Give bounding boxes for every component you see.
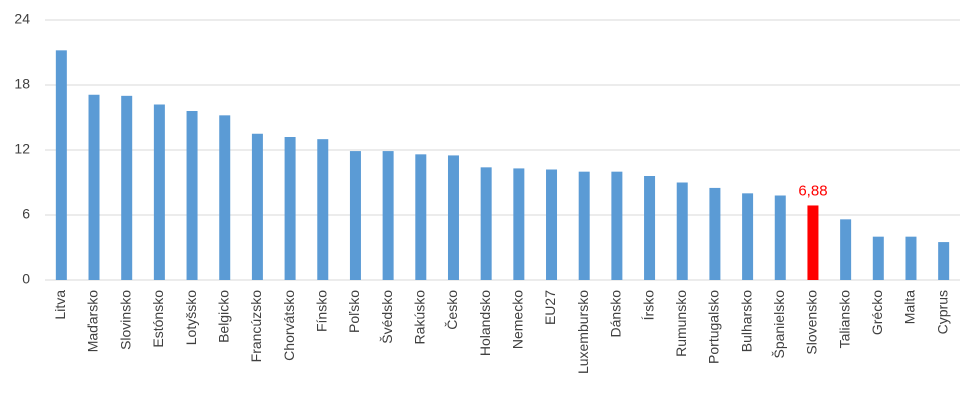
x-tick-label: Poľsko: [346, 290, 362, 333]
x-tick-label: Maďarsko: [85, 290, 101, 353]
y-tick-label: 24: [14, 11, 30, 27]
x-tick-label: Holandsko: [477, 290, 493, 356]
x-tick-label: Bulharsko: [738, 290, 754, 352]
x-tick-label: EU27: [542, 290, 558, 325]
bar: [905, 236, 917, 280]
bar: [349, 151, 361, 280]
x-tick-label: Grécko: [869, 290, 885, 335]
bar: [938, 242, 950, 280]
x-tick-label: Rumunsko: [673, 290, 689, 357]
bar: [88, 94, 100, 280]
x-tick-label: Nemecko: [510, 290, 526, 349]
bar: [742, 193, 754, 280]
bar: [219, 115, 231, 280]
bar: [546, 169, 558, 280]
bar: [676, 182, 688, 280]
x-tick-label: Cyprus: [934, 290, 950, 334]
x-tick-label: Španielsko: [771, 290, 787, 359]
bar: [840, 219, 852, 280]
x-tick-label: Slovinsko: [117, 290, 133, 350]
y-tick-label: 18: [14, 76, 30, 92]
x-tick-label: Rakúsko: [412, 290, 428, 345]
y-tick-label: 0: [22, 271, 30, 287]
x-tick-label: Malta: [902, 290, 918, 324]
bar: [709, 187, 721, 280]
bar: [153, 104, 165, 280]
bar: [284, 137, 296, 280]
x-tick-label: Chorvátsko: [281, 290, 297, 361]
bar: [480, 167, 492, 280]
x-tick-label: Lotyšsko: [183, 290, 199, 345]
bar: [807, 205, 819, 280]
bar: [186, 111, 198, 280]
bar: [121, 95, 133, 280]
bar: [578, 171, 590, 280]
x-tick-label: Česko: [444, 290, 460, 330]
x-tick-label: Francúzsko: [248, 290, 264, 363]
x-tick-label: Dánsko: [608, 290, 624, 338]
bar: [774, 195, 786, 280]
bar: [513, 168, 525, 280]
bar: [872, 236, 884, 280]
x-tick-label: Estónsko: [150, 290, 166, 348]
bar: [317, 139, 329, 280]
bar: [382, 151, 394, 280]
x-tick-label: Belgicko: [215, 290, 231, 343]
bar: [251, 133, 263, 280]
x-tick-label: Litva: [52, 290, 68, 320]
bar: [611, 171, 623, 280]
y-tick-label: 12: [14, 141, 30, 157]
bar: [55, 50, 67, 281]
y-tick-label: 6: [22, 206, 30, 222]
x-tick-label: Taliansko: [836, 290, 852, 349]
x-tick-label: Slovensko: [804, 290, 820, 355]
x-tick-label: Fínsko: [313, 290, 329, 332]
data-label: 6,88: [798, 182, 827, 199]
bar: [415, 154, 427, 280]
x-tick-label: Švédsko: [379, 290, 395, 344]
x-tick-label: Luxembursko: [575, 290, 591, 374]
x-tick-label: Portugalsko: [706, 290, 722, 364]
bar: [447, 155, 459, 280]
x-tick-label: Írsko: [640, 290, 656, 321]
bar: [644, 176, 656, 280]
